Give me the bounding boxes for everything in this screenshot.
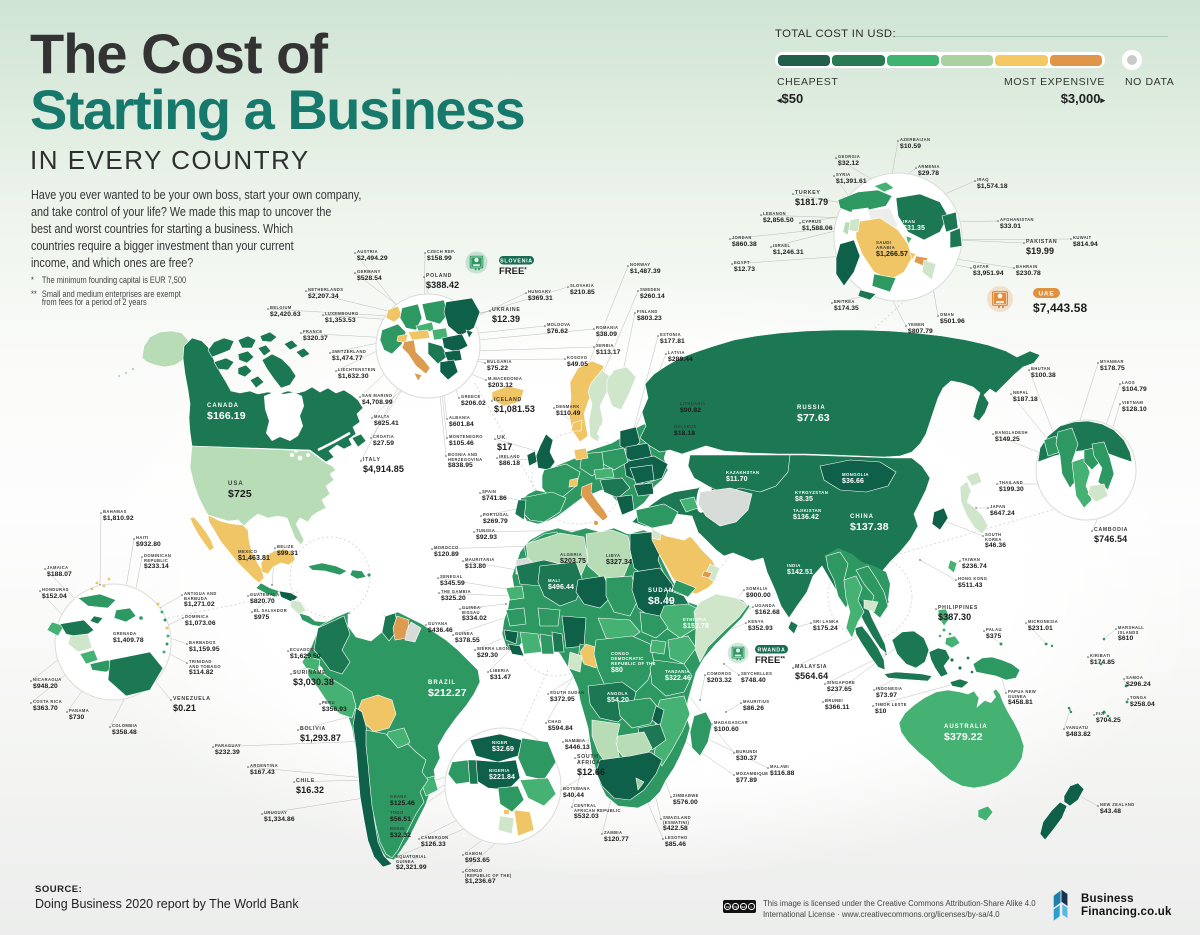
svg-text:FREE**: FREE**: [755, 655, 786, 666]
svg-text:FREE*: FREE*: [499, 266, 527, 277]
svg-text:RWANDA: RWANDA: [758, 648, 786, 654]
svg-text:SLOVENIA: SLOVENIA: [500, 259, 533, 265]
svg-text:UAE: UAE: [1038, 291, 1054, 298]
